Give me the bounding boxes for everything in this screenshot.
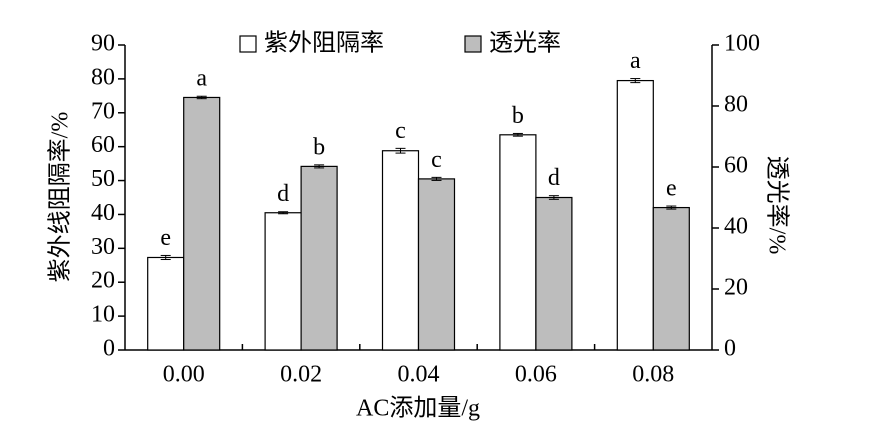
y-tick-label: 40 <box>91 200 115 226</box>
bar <box>300 165 338 351</box>
significance-letter: a <box>630 48 641 74</box>
x-tick-label: 0.08 <box>632 362 674 388</box>
significance-letter: b <box>512 103 524 129</box>
y-axis-title: 紫外线阻隔率/% <box>47 112 74 283</box>
legend-swatch <box>464 35 482 53</box>
bar <box>616 79 654 351</box>
y-tick-label: 0 <box>103 336 115 362</box>
y-tick-label: 70 <box>91 98 115 124</box>
y2-tick-label: 40 <box>724 214 748 240</box>
y-tick-label: 90 <box>91 31 115 57</box>
y2-tick-label: 20 <box>724 275 748 301</box>
y-tick-label: 60 <box>91 132 115 158</box>
legend-label: 紫外阻隔率 <box>264 30 384 57</box>
significance-letter: d <box>277 181 289 207</box>
y2-tick-label: 80 <box>724 92 748 118</box>
y-tick-label: 80 <box>91 64 115 90</box>
y-tick-label: 10 <box>91 302 115 328</box>
y2-axis-title: 透光率/% <box>763 156 790 255</box>
x-tick-label: 0.02 <box>280 362 322 388</box>
legend-label: 透光率 <box>489 30 561 57</box>
bar <box>147 256 185 351</box>
bar <box>652 206 690 351</box>
x-axis-title: AC添加量/g <box>356 395 480 422</box>
bar <box>381 150 420 351</box>
significance-letter: c <box>431 147 442 173</box>
significance-letter: c <box>395 118 406 144</box>
y-tick-label: 50 <box>91 166 115 192</box>
y2-tick-label: 0 <box>724 336 736 362</box>
y2-tick-label: 60 <box>724 153 748 179</box>
bar <box>183 96 221 351</box>
bar <box>499 134 537 351</box>
significance-letter: e <box>666 176 677 202</box>
y2-tick-label: 100 <box>724 31 760 57</box>
bar <box>417 178 456 351</box>
x-tick-label: 0.00 <box>163 362 205 388</box>
significance-letter: d <box>548 165 560 191</box>
x-tick-label: 0.06 <box>515 362 557 388</box>
y-tick-label: 20 <box>91 268 115 294</box>
bar <box>535 196 573 351</box>
significance-letter: b <box>313 134 325 160</box>
significance-letter: e <box>160 225 171 251</box>
x-tick-label: 0.04 <box>398 362 440 388</box>
legend-swatch <box>239 35 257 53</box>
bar <box>264 212 302 351</box>
y-tick-label: 30 <box>91 234 115 260</box>
significance-letter: a <box>196 66 207 92</box>
